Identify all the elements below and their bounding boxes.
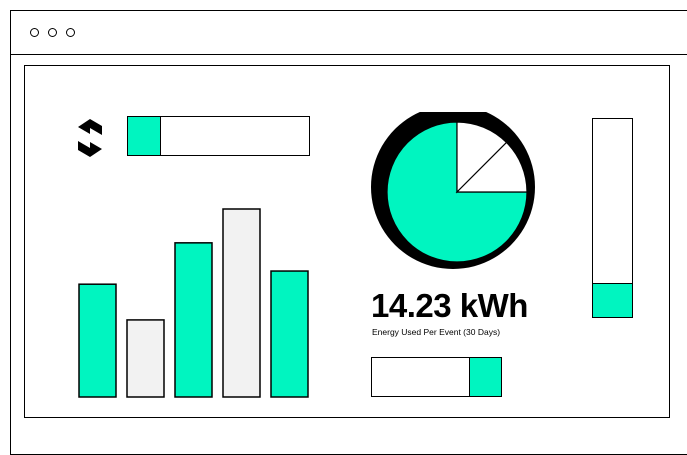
bottom-progress-bar [371,357,502,397]
energy-caption: Energy Used Per Event (30 Days) [372,327,501,337]
vertical-progress-bar [592,118,633,318]
window-control-dot[interactable] [48,28,57,37]
window-control-dot[interactable] [30,28,39,37]
title-bar [11,11,687,55]
energy-pie-chart [371,112,535,269]
dashboard-panel [24,65,670,418]
vertical-progress-fill [593,283,632,317]
top-progress-bar [127,116,310,156]
energy-value: 14.23 kWh [371,287,528,324]
brand-logo-icon [78,119,102,157]
top-progress-fill [128,117,161,155]
window-control-dot[interactable] [66,28,75,37]
pie-slice [455,141,528,193]
bottom-progress-fill [468,358,501,396]
